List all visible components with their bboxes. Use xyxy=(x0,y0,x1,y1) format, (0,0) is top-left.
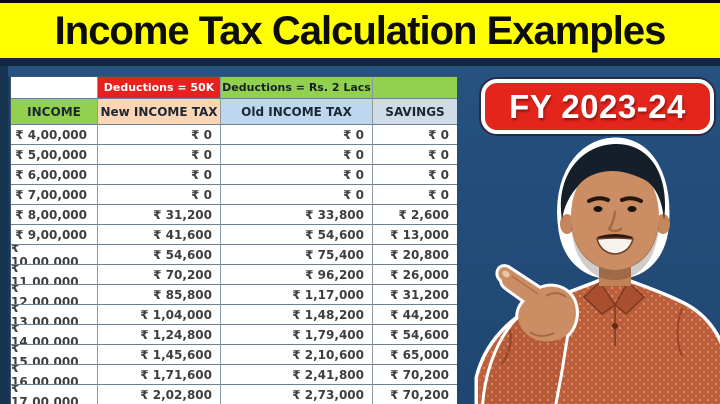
cell-new_tax: ₹ 85,800 xyxy=(98,285,221,305)
cell-income: ₹ 12,00,000 xyxy=(11,285,98,305)
deductions-old-header: Deductions = Rs. 2 Lacs xyxy=(221,77,373,99)
cell-savings: ₹ 54,600 xyxy=(373,325,457,345)
cell-new_tax: ₹ 0 xyxy=(98,165,221,185)
cell-savings: ₹ 26,000 xyxy=(373,265,457,285)
table-row: ₹ 11,00,000 ₹ 70,200 ₹ 96,200 ₹ 26,000 xyxy=(11,265,457,285)
table-row: ₹ 4,00,000 ₹ 0 ₹ 0 ₹ 0 xyxy=(11,125,457,145)
table-body: ₹ 4,00,000 ₹ 0 ₹ 0 ₹ 0 ₹ 5,00,000 ₹ 0 ₹ 0 ₹ 0 ₹ … xyxy=(11,125,457,404)
table-row: ₹ 13,00,000 ₹ 1,04,000 ₹ 1,48,200 ₹ 44,200 xyxy=(11,305,457,325)
cell-new_tax: ₹ 41,600 xyxy=(98,225,221,245)
pointing-hand xyxy=(498,267,576,342)
cell-income: ₹ 14,00,000 xyxy=(11,325,98,345)
cell-new_tax: ₹ 54,600 xyxy=(98,245,221,265)
cell-old_tax: ₹ 54,600 xyxy=(221,225,373,245)
cell-savings: ₹ 44,200 xyxy=(373,305,457,325)
cell-income: ₹ 15,00,000 xyxy=(11,345,98,365)
cell-income: ₹ 7,00,000 xyxy=(11,185,98,205)
cell-income: ₹ 16,00,000 xyxy=(11,365,98,385)
table-row: ₹ 7,00,000 ₹ 0 ₹ 0 ₹ 0 xyxy=(11,185,457,205)
table-row: ₹ 17,00,000 ₹ 2,02,800 ₹ 2,73,000 ₹ 70,200 xyxy=(11,385,457,404)
cell-new_tax: ₹ 1,04,000 xyxy=(98,305,221,325)
fy-badge-label: FY 2023-24 xyxy=(509,87,686,125)
cell-new_tax: ₹ 70,200 xyxy=(98,265,221,285)
cell-old_tax: ₹ 96,200 xyxy=(221,265,373,285)
cell-savings: ₹ 70,200 xyxy=(373,365,457,385)
header-blank-cell xyxy=(11,77,98,99)
deductions-header-row: Deductions = 50K Deductions = Rs. 2 Lacs xyxy=(11,77,457,99)
cell-old_tax: ₹ 1,79,400 xyxy=(221,325,373,345)
cell-old_tax: ₹ 33,800 xyxy=(221,205,373,225)
column-header-new-tax: New INCOME TAX xyxy=(98,99,221,125)
table-row: ₹ 12,00,000 ₹ 85,800 ₹ 1,17,000 ₹ 31,200 xyxy=(11,285,457,305)
table-row: ₹ 15,00,000 ₹ 1,45,600 ₹ 2,10,600 ₹ 65,000 xyxy=(11,345,457,365)
cell-income: ₹ 11,00,000 xyxy=(11,265,98,285)
cell-new_tax: ₹ 1,45,600 xyxy=(98,345,221,365)
cell-new_tax: ₹ 0 xyxy=(98,185,221,205)
cell-old_tax: ₹ 0 xyxy=(221,185,373,205)
column-header-old-tax: Old INCOME TAX xyxy=(221,99,373,125)
table-row: ₹ 5,00,000 ₹ 0 ₹ 0 ₹ 0 xyxy=(11,145,457,165)
cell-old_tax: ₹ 1,48,200 xyxy=(221,305,373,325)
cell-income: ₹ 4,00,000 xyxy=(11,125,98,145)
cell-new_tax: ₹ 0 xyxy=(98,125,221,145)
table-row: ₹ 16,00,000 ₹ 1,71,600 ₹ 2,41,800 ₹ 70,200 xyxy=(11,365,457,385)
column-header-savings: SAVINGS xyxy=(373,99,457,125)
cell-new_tax: ₹ 1,24,800 xyxy=(98,325,221,345)
presenter-hair xyxy=(560,143,666,220)
cell-old_tax: ₹ 2,73,000 xyxy=(221,385,373,404)
cell-savings: ₹ 0 xyxy=(373,125,457,145)
deductions-new-header: Deductions = 50K xyxy=(98,77,221,99)
cell-income: ₹ 13,00,000 xyxy=(11,305,98,325)
cell-old_tax: ₹ 2,10,600 xyxy=(221,345,373,365)
cell-old_tax: ₹ 0 xyxy=(221,165,373,185)
table-row: ₹ 10,00,000 ₹ 54,600 ₹ 75,400 ₹ 20,800 xyxy=(11,245,457,265)
cell-new_tax: ₹ 1,71,600 xyxy=(98,365,221,385)
cell-savings: ₹ 13,000 xyxy=(373,225,457,245)
cell-old_tax: ₹ 0 xyxy=(221,125,373,145)
cell-income: ₹ 17,00,000 xyxy=(11,385,98,404)
cell-savings: ₹ 2,600 xyxy=(373,205,457,225)
column-header-income: INCOME xyxy=(11,99,98,125)
cell-income: ₹ 9,00,000 xyxy=(11,225,98,245)
cell-savings: ₹ 65,000 xyxy=(373,345,457,365)
cell-old_tax: ₹ 2,41,800 xyxy=(221,365,373,385)
page-title: Income Tax Calculation Examples xyxy=(54,8,667,53)
cell-new_tax: ₹ 0 xyxy=(98,145,221,165)
presenter-smile xyxy=(596,237,634,255)
title-banner: Income Tax Calculation Examples xyxy=(0,0,720,58)
cell-income: ₹ 6,00,000 xyxy=(11,165,98,185)
cell-new_tax: ₹ 2,02,800 xyxy=(98,385,221,404)
table-row: ₹ 8,00,000 ₹ 31,200 ₹ 33,800 ₹ 2,600 xyxy=(11,205,457,225)
cell-income: ₹ 8,00,000 xyxy=(11,205,98,225)
presenter-face xyxy=(560,143,670,286)
table-row: ₹ 9,00,000 ₹ 41,600 ₹ 54,600 ₹ 13,000 xyxy=(11,225,457,245)
cell-savings: ₹ 0 xyxy=(373,145,457,165)
cell-new_tax: ₹ 31,200 xyxy=(98,205,221,225)
cell-savings: ₹ 20,800 xyxy=(373,245,457,265)
table-row: ₹ 14,00,000 ₹ 1,24,800 ₹ 1,79,400 ₹ 54,600 xyxy=(11,325,457,345)
cell-income: ₹ 10,00,000 xyxy=(11,245,98,265)
fy-badge: FY 2023-24 xyxy=(481,79,714,134)
cell-income: ₹ 5,00,000 xyxy=(11,145,98,165)
cell-old_tax: ₹ 1,17,000 xyxy=(221,285,373,305)
banner-divider xyxy=(0,58,720,66)
presenter-photo xyxy=(474,137,720,404)
cell-savings: ₹ 70,200 xyxy=(373,385,457,404)
cell-savings: ₹ 0 xyxy=(373,185,457,205)
column-header-row: INCOME New INCOME TAX Old INCOME TAX SAV… xyxy=(11,99,457,125)
tax-table: Deductions = 50K Deductions = Rs. 2 Lacs… xyxy=(10,76,457,404)
cell-savings: ₹ 31,200 xyxy=(373,285,457,305)
table-row: ₹ 6,00,000 ₹ 0 ₹ 0 ₹ 0 xyxy=(11,165,457,185)
cell-old_tax: ₹ 75,400 xyxy=(221,245,373,265)
cell-old_tax: ₹ 0 xyxy=(221,145,373,165)
deductions-savings-spacer xyxy=(373,77,457,99)
cell-savings: ₹ 0 xyxy=(373,165,457,185)
